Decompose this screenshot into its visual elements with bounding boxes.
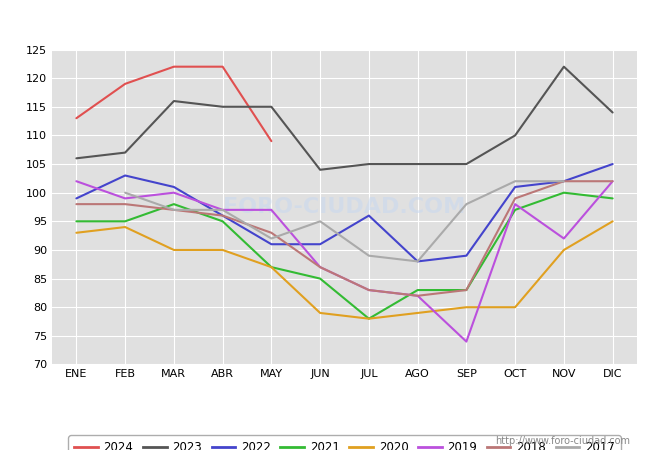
2023 [316, 167, 324, 172]
2017 [463, 202, 471, 207]
2019 [316, 265, 324, 270]
2022 [268, 242, 276, 247]
2022 [560, 179, 568, 184]
2018 [218, 213, 227, 218]
2020 [560, 247, 568, 252]
2020 [121, 225, 129, 230]
2019 [72, 179, 81, 184]
2018 [608, 179, 616, 184]
2023 [560, 64, 568, 69]
2017 [218, 207, 227, 212]
Line: 2023: 2023 [77, 67, 612, 170]
2018 [511, 196, 519, 201]
2018 [268, 230, 276, 235]
2022 [365, 213, 373, 218]
Legend: 2024, 2023, 2022, 2021, 2020, 2019, 2018, 2017: 2024, 2023, 2022, 2021, 2020, 2019, 2018… [68, 435, 621, 450]
2023 [608, 110, 616, 115]
2024 [268, 139, 276, 144]
2024 [72, 116, 81, 121]
2020 [218, 247, 227, 252]
2017 [365, 253, 373, 258]
2018 [121, 202, 129, 207]
2019 [608, 179, 616, 184]
Text: Afiliados en Petrés a 31/5/2024: Afiliados en Petrés a 31/5/2024 [196, 14, 454, 32]
2021 [121, 219, 129, 224]
2022 [218, 213, 227, 218]
2020 [413, 310, 421, 315]
2023 [170, 99, 178, 104]
Line: 2020: 2020 [77, 221, 612, 319]
Line: 2024: 2024 [77, 67, 272, 141]
2023 [72, 156, 81, 161]
2021 [463, 288, 471, 293]
2018 [560, 179, 568, 184]
Line: 2022: 2022 [77, 164, 612, 261]
2021 [608, 196, 616, 201]
2017 [413, 259, 421, 264]
2017 [511, 179, 519, 184]
2019 [560, 236, 568, 241]
2024 [170, 64, 178, 69]
2021 [413, 288, 421, 293]
2023 [218, 104, 227, 109]
2021 [170, 202, 178, 207]
2023 [121, 150, 129, 155]
2022 [170, 184, 178, 189]
Line: 2019: 2019 [77, 181, 612, 342]
2023 [413, 162, 421, 167]
2019 [413, 293, 421, 298]
Text: FORO-CIUDAD.COM: FORO-CIUDAD.COM [224, 197, 465, 217]
2017 [121, 190, 129, 195]
2021 [72, 219, 81, 224]
Line: 2021: 2021 [77, 193, 612, 319]
2024 [121, 81, 129, 86]
2022 [316, 242, 324, 247]
2023 [268, 104, 276, 109]
2020 [511, 305, 519, 310]
2023 [511, 133, 519, 138]
2023 [463, 162, 471, 167]
2020 [608, 219, 616, 224]
2018 [463, 288, 471, 293]
2017 [268, 236, 276, 241]
2021 [218, 219, 227, 224]
2023 [365, 162, 373, 167]
2022 [608, 162, 616, 167]
Line: 2018: 2018 [77, 181, 612, 296]
2018 [170, 207, 178, 212]
2021 [316, 276, 324, 281]
Line: 2017: 2017 [125, 181, 564, 261]
2018 [413, 293, 421, 298]
2018 [365, 288, 373, 293]
2017 [316, 219, 324, 224]
2020 [268, 265, 276, 270]
2019 [365, 288, 373, 293]
2019 [463, 339, 471, 344]
2020 [463, 305, 471, 310]
2022 [463, 253, 471, 258]
2017 [170, 207, 178, 212]
2021 [268, 265, 276, 270]
2019 [218, 207, 227, 212]
2019 [511, 202, 519, 207]
2020 [72, 230, 81, 235]
2020 [170, 247, 178, 252]
2022 [121, 173, 129, 178]
2021 [511, 207, 519, 212]
2019 [121, 196, 129, 201]
2024 [218, 64, 227, 69]
2018 [316, 265, 324, 270]
2022 [511, 184, 519, 189]
2019 [268, 207, 276, 212]
2020 [365, 316, 373, 321]
2022 [72, 196, 81, 201]
2019 [170, 190, 178, 195]
2018 [72, 202, 81, 207]
2020 [316, 310, 324, 315]
Text: http://www.foro-ciudad.com: http://www.foro-ciudad.com [495, 436, 630, 446]
2021 [560, 190, 568, 195]
2017 [560, 179, 568, 184]
2022 [413, 259, 421, 264]
2021 [365, 316, 373, 321]
